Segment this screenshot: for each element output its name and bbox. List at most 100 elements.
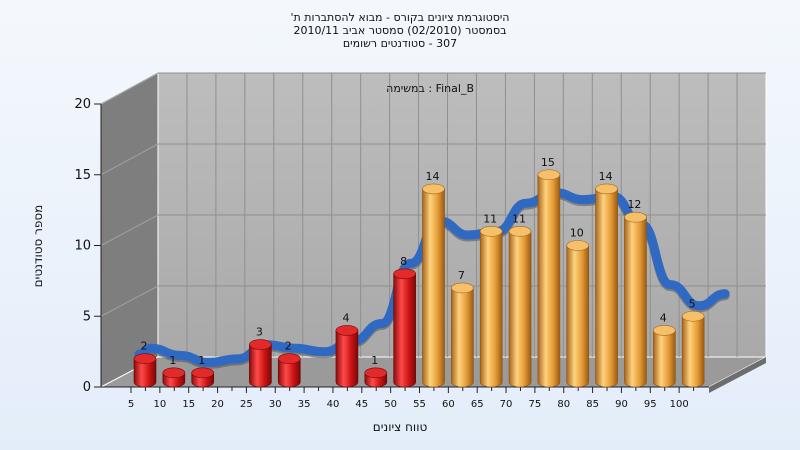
bar xyxy=(595,183,618,388)
bar-top xyxy=(508,226,532,237)
y-tick-label: 0 xyxy=(83,380,91,395)
bar-top xyxy=(364,367,388,379)
bar-body xyxy=(335,330,359,388)
y-tick-label: 5 xyxy=(83,309,91,324)
bar-value-label: 8 xyxy=(400,255,407,268)
y-axis-label: מספר סטודנטים xyxy=(31,205,45,288)
x-tick-label: 55 xyxy=(413,399,426,410)
bar-value-label: 4 xyxy=(660,311,667,324)
bar xyxy=(162,367,186,388)
bar-value-label: 2 xyxy=(285,340,292,353)
bar-body xyxy=(422,188,445,388)
bar-top xyxy=(451,282,474,294)
bar-top xyxy=(624,211,647,223)
x-tick-label: 15 xyxy=(182,399,195,410)
chart-title-line-3: 307 - סטודנטים רשומים xyxy=(342,37,458,50)
y-tick-label: 20 xyxy=(74,97,91,112)
bar xyxy=(624,211,647,388)
bar-body xyxy=(681,315,705,388)
x-tick-label: 90 xyxy=(615,399,628,410)
bar-top xyxy=(652,325,676,336)
bar-body xyxy=(479,231,503,388)
bar-value-label: 10 xyxy=(570,227,584,240)
x-tick-label: 30 xyxy=(269,399,282,410)
bar-body xyxy=(624,216,647,388)
chart-title: היסטוגרמת ציונים בקורס - מבוא להסתברות ת… xyxy=(0,11,800,50)
bar-value-label: 11 xyxy=(483,212,497,225)
x-tick-label: 35 xyxy=(298,399,311,410)
bar xyxy=(393,268,416,388)
grid-side-line xyxy=(100,214,159,246)
x-tick-label: 5 xyxy=(128,399,134,410)
bar xyxy=(335,325,359,388)
y-tick-label: 10 xyxy=(74,239,91,254)
bar-value-label: 15 xyxy=(541,156,555,169)
bar-value-label: 3 xyxy=(256,326,263,339)
x-tick-label: 45 xyxy=(355,399,368,410)
bar-top xyxy=(133,353,157,365)
bar-body xyxy=(653,330,676,388)
chart-title-line-2: בסמסטר (02/2010) סמסטר אביב 2010/11 xyxy=(293,24,507,37)
x-tick-label: 50 xyxy=(384,399,397,410)
bar-value-label: 14 xyxy=(599,170,613,183)
chart-title-line-1: היסטוגרמת ציונים בקורס - מבוא להסתברות ת… xyxy=(290,11,510,24)
x-tick-label: 65 xyxy=(471,399,484,410)
bar-body xyxy=(451,287,474,388)
chart-subtitle: במשימה : Final_B xyxy=(386,82,474,95)
bar xyxy=(277,353,301,388)
bar xyxy=(566,240,590,388)
bar xyxy=(422,183,445,388)
bar-value-label: 11 xyxy=(512,212,526,225)
x-tick-label: 10 xyxy=(153,399,166,410)
bar-value-label: 4 xyxy=(342,311,349,324)
x-tick-label: 80 xyxy=(557,399,570,410)
bar xyxy=(191,367,214,388)
bar-body xyxy=(133,358,157,388)
x-tick-label: 95 xyxy=(644,399,657,410)
bar-value-label: 7 xyxy=(458,269,465,282)
bar-body xyxy=(277,358,301,388)
x-tick-label: 25 xyxy=(240,399,253,410)
grid-side-line xyxy=(100,72,159,105)
x-tick-label: 60 xyxy=(442,399,455,410)
bar-top xyxy=(393,268,416,280)
grid-side-line xyxy=(100,285,159,317)
bar-body xyxy=(393,273,416,388)
x-tick-label: 100 xyxy=(670,399,689,410)
bar-value-label: 1 xyxy=(169,354,176,367)
x-tick-label: 75 xyxy=(529,399,542,410)
bar-body xyxy=(566,245,590,388)
y-tick-label: 15 xyxy=(74,168,91,183)
bar-top xyxy=(277,353,301,365)
bar xyxy=(537,169,561,388)
bar xyxy=(652,325,676,388)
bar-top xyxy=(249,339,272,350)
bar-top xyxy=(595,183,618,195)
x-tick-label: 70 xyxy=(500,399,513,410)
bar-top xyxy=(537,169,561,181)
bar-value-label: 5 xyxy=(689,297,696,310)
bar-top xyxy=(335,325,359,336)
grid-side-line xyxy=(100,143,159,176)
bar xyxy=(249,339,272,388)
bar xyxy=(451,282,474,388)
bar-value-label: 2 xyxy=(141,340,148,353)
bar-body xyxy=(537,174,561,388)
bar xyxy=(508,226,532,388)
bar-value-label: 1 xyxy=(198,354,205,367)
bar-top xyxy=(566,240,590,251)
x-tick-label: 20 xyxy=(211,399,224,410)
bar-body xyxy=(508,231,532,388)
bar-top xyxy=(162,367,186,379)
bar-value-label: 1 xyxy=(371,354,378,367)
bar-value-label: 12 xyxy=(627,198,641,211)
bar xyxy=(479,226,503,388)
bar-top xyxy=(191,367,214,379)
x-axis-label: טווח ציונים xyxy=(373,420,428,434)
floor-edge xyxy=(709,357,766,393)
x-tick-label: 40 xyxy=(327,399,340,410)
bar xyxy=(133,353,157,388)
x-tick-label: 85 xyxy=(586,399,599,410)
